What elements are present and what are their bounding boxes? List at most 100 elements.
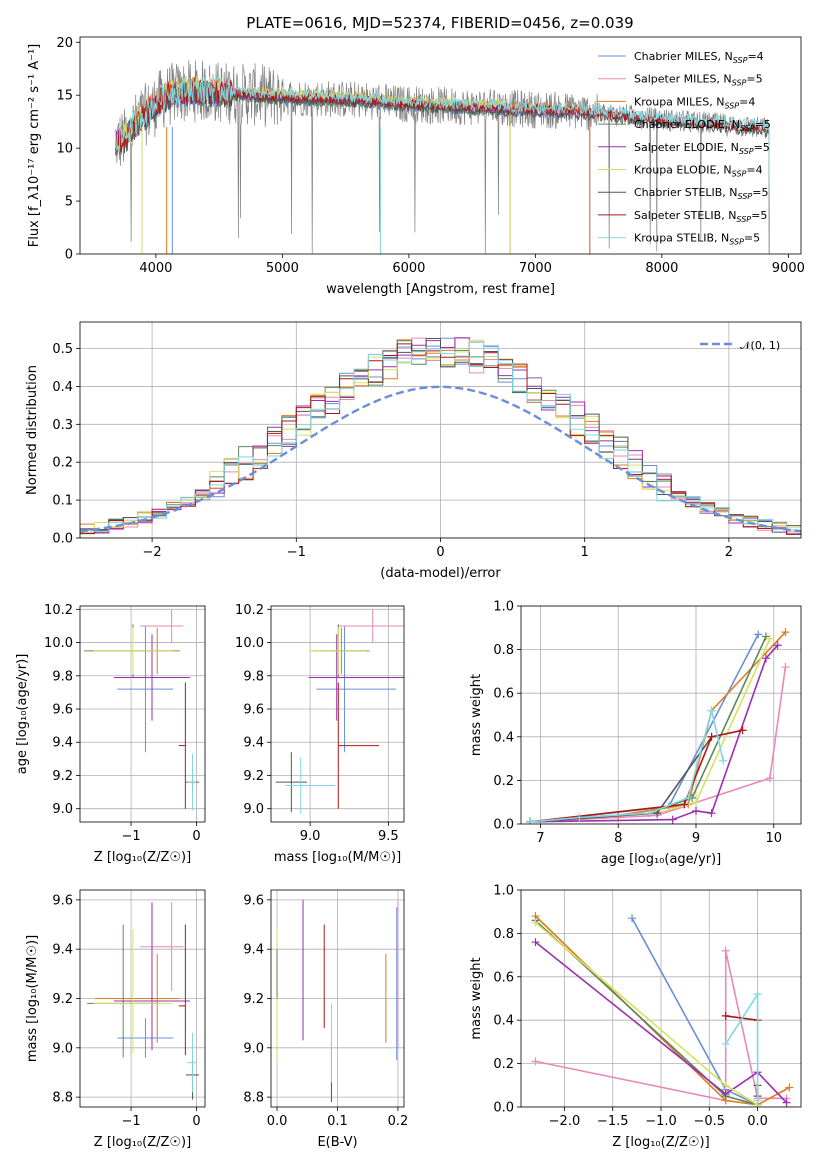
y-tick-label: 15 — [56, 89, 73, 104]
plot-area — [271, 606, 404, 822]
y-tick-label: 0.1 — [52, 494, 73, 509]
legend-label: Salpeter STELIB, NSSP=5 — [634, 209, 767, 224]
x-tick-label: −1 — [121, 1114, 140, 1129]
y-tick-label: 9.4 — [243, 943, 264, 958]
y-tick-label: 0 — [65, 248, 73, 263]
y-tick-label: 9.0 — [52, 802, 73, 817]
x-axis-label: E(B-V) — [317, 1135, 357, 1150]
x-tick-label: 8 — [614, 831, 622, 846]
y-tick-label: 9.2 — [243, 992, 264, 1007]
weight-marker-kroupa_stelib — [526, 817, 535, 824]
x-tick-label: −1 — [121, 829, 140, 844]
legend: Chabrier MILES, NSSP=4 Salpeter MILES, NS… — [598, 50, 771, 247]
weight-marker-kroupa_elodie — [765, 634, 774, 643]
weight-marker-salpeter_miles — [781, 663, 790, 672]
y-tick-label: 9.6 — [52, 703, 73, 718]
x-tick-label: 9000 — [772, 261, 805, 276]
axes-frame — [270, 889, 405, 1108]
x-axis-label: Z [log₁₀(Z/Z☉)] — [612, 1135, 709, 1150]
weight-marker-kroupa_stelib — [707, 706, 716, 715]
y-tick-label: 9.2 — [52, 992, 73, 1007]
x-tick-label: 0.2 — [388, 1114, 409, 1129]
y-axis-label: Normed distribution — [25, 365, 40, 495]
weight-line-salpeter_elodie — [530, 644, 779, 823]
y-tick-label: 8.8 — [52, 1091, 73, 1106]
y-tick-label: 9.0 — [243, 802, 264, 817]
weight-marker-chabrier_miles — [754, 630, 763, 639]
x-tick-label: 7000 — [519, 261, 552, 276]
x-tick-label: 9.0 — [300, 829, 321, 844]
plot-area — [80, 606, 205, 822]
axes-frame — [520, 605, 802, 825]
y-tick-label: 10.0 — [44, 636, 73, 651]
y-tick-label: 0.0 — [493, 1101, 514, 1116]
axes-frame — [79, 321, 802, 539]
y-tick-label: 0.6 — [493, 687, 514, 702]
x-tick-label: 0 — [436, 545, 444, 560]
y-tick-label: 0.8 — [493, 643, 514, 658]
y-tick-label: 9.6 — [52, 893, 73, 908]
y-tick-label: 0.5 — [52, 342, 73, 357]
panel-age_vs_mass: 9.0 9.5 9.0 9.2 9.4 9.6 9.8 10.0 10.2 mass [log₁₀… — [235, 603, 405, 865]
legend-label: 𝒩(0, 1) — [740, 339, 780, 352]
weight-line-kroupa_stelib — [725, 991, 759, 1101]
x-axis-label: mass [log₁₀(M/M☉)] — [274, 850, 401, 865]
weight-marker-kroupa_stelib — [684, 793, 693, 802]
y-tick-label: 0.4 — [493, 1014, 514, 1029]
y-tick-label: 9.2 — [52, 769, 73, 784]
weight-line-salpeter_stelib — [530, 729, 743, 823]
axes-frame — [79, 605, 206, 823]
x-tick-label: −2 — [143, 545, 162, 560]
weight-line-chabrier_stelib — [530, 736, 713, 823]
model-spectrum-chabrier_stelib — [115, 80, 770, 254]
legend-label: Salpeter MILES, NSSP=5 — [634, 73, 763, 88]
x-tick-label: −2.0 — [549, 1114, 581, 1129]
x-tick-label: 0.0 — [747, 1114, 768, 1129]
axes-frame — [270, 605, 405, 823]
x-tick-label: 0.0 — [267, 1114, 288, 1129]
y-tick-label: 9.0 — [52, 1041, 73, 1056]
weight-marker-salpeter_elodie — [692, 806, 700, 815]
y-tick-label: 10.0 — [235, 636, 264, 651]
residual-histogram-kroupa_stelib — [80, 344, 801, 538]
x-axis-label: Z [log₁₀(Z/Z☉)] — [94, 1135, 191, 1150]
x-tick-label: −1.5 — [597, 1114, 629, 1129]
weight-marker-salpeter_elodie — [668, 815, 677, 824]
weight-marker-kroupa_stelib — [753, 990, 762, 999]
weight-marker-kroupa_elodie — [721, 1081, 730, 1090]
plot-area — [521, 890, 801, 1107]
x-axis-label: age [log₁₀(age/yr)] — [601, 852, 722, 867]
legend-label: Kroupa ELODIE, NSSP=4 — [634, 164, 763, 179]
plot-area — [80, 890, 205, 1107]
y-tick-label: 9.8 — [243, 669, 264, 684]
panel-spectrum: 4000 5000 6000 7000 8000 9000 0 5 10 15 20 waveleng… — [27, 36, 805, 297]
y-tick-label: 20 — [56, 36, 73, 51]
weight-marker-kroupa_miles — [785, 1083, 794, 1092]
y-tick-label: 0.2 — [493, 1057, 514, 1072]
weight-marker-salpeter_miles — [721, 946, 730, 955]
y-tick-label: 0.2 — [52, 456, 73, 471]
weight-marker-salpeter_stelib — [680, 800, 689, 809]
legend-label: Chabrier ELODIE, NSSP=5 — [634, 118, 771, 133]
x-axis-label: wavelength [Angstrom, rest frame] — [326, 282, 555, 297]
y-tick-label: 9.8 — [52, 669, 73, 684]
y-tick-label: 9.2 — [243, 769, 264, 784]
y-tick-label: 9.4 — [243, 736, 264, 751]
x-tick-label: 7 — [536, 831, 544, 846]
weight-line-kroupa_elodie — [534, 921, 759, 1106]
x-tick-label: 9 — [692, 831, 700, 846]
y-tick-label: 10.2 — [235, 603, 264, 618]
panel-weight_vs_age: 7 8 9 10 0.0 0.2 0.4 0.6 0.8 1.0 age [log₁₀(age/yr… — [469, 600, 802, 867]
panel-mass_vs_Z: −1 0 8.8 9.0 9.2 9.4 9.6 Z [log₁₀(Z/Z☉)] mass [l… — [25, 889, 206, 1150]
legend-label: Kroupa STELIB, NSSP=5 — [634, 232, 760, 247]
legend-label: Chabrier STELIB, NSSP=5 — [634, 186, 768, 201]
y-tick-label: 0.4 — [52, 380, 73, 395]
x-tick-label: 5000 — [266, 261, 299, 276]
weight-marker-salpeter_elodie — [721, 1089, 730, 1098]
legend-label: Kroupa MILES, NSSP=4 — [634, 95, 755, 110]
x-tick-label: 6000 — [392, 261, 425, 276]
y-axis-label: mass weight — [469, 674, 484, 756]
weight-marker-kroupa_stelib — [753, 1096, 762, 1105]
weight-marker-kroupa_stelib — [645, 809, 654, 818]
y-tick-label: 0.0 — [52, 532, 73, 547]
